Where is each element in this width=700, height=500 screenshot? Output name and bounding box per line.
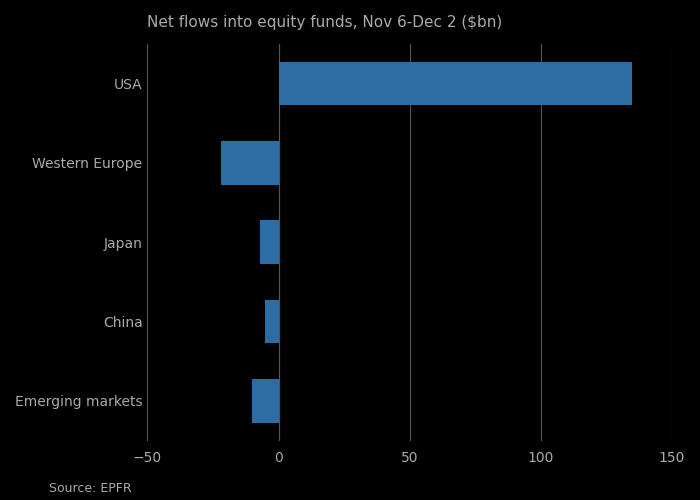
Bar (253, 379, 279, 422)
Bar (279, 62, 633, 106)
Bar (265, 300, 279, 343)
Bar (221, 141, 279, 184)
Bar (260, 220, 279, 264)
Text: Source: EPFR: Source: EPFR (49, 482, 132, 495)
Text: Net flows into equity funds, Nov 6-Dec 2 ($bn): Net flows into equity funds, Nov 6-Dec 2… (148, 15, 503, 30)
